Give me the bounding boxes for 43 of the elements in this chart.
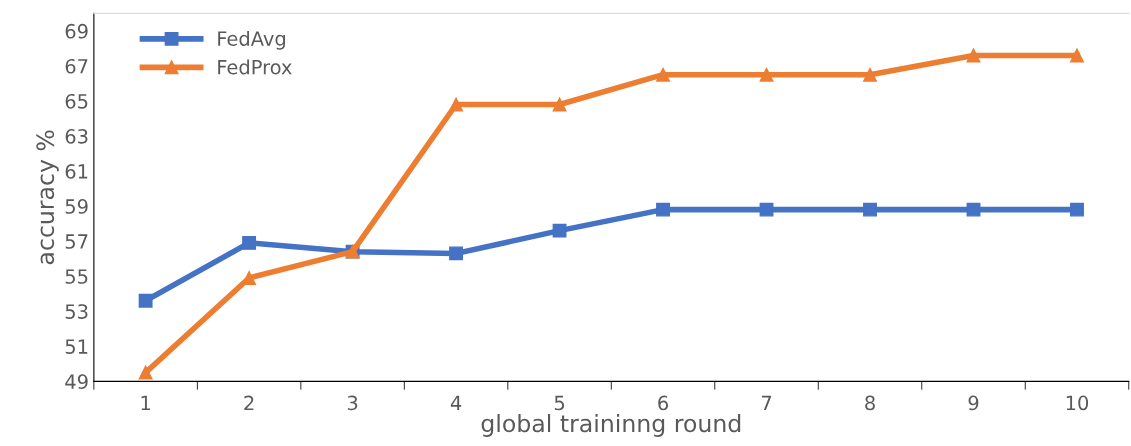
y-axis-title: accuracy % (36, 130, 59, 265)
point (449, 246, 464, 261)
x-axis-title: global traininng round (481, 414, 741, 437)
x-tick-label: 1 (141, 395, 151, 410)
x-tick-label: 4 (450, 395, 462, 410)
point (759, 67, 774, 82)
y-tick-label: 49 (65, 374, 88, 389)
y-tick-label: 53 (65, 304, 88, 319)
x-tick-label: 5 (554, 395, 565, 411)
point (863, 202, 877, 217)
x-tick-label: 6 (658, 395, 669, 411)
x-tick-label: 3 (347, 395, 358, 411)
point (138, 293, 153, 308)
point (242, 271, 257, 285)
point (759, 202, 774, 217)
y-tick-label: 63 (65, 128, 88, 144)
point (449, 97, 464, 112)
x-tick-label: 9 (968, 395, 979, 411)
x-tick-label: 2 (244, 395, 254, 410)
point (1070, 202, 1084, 217)
legend-label: FedAvg (218, 30, 285, 50)
y-tick-label: 59 (65, 199, 88, 214)
y-tick-label: 65 (65, 93, 88, 109)
point (863, 67, 877, 82)
y-tick-label: 61 (65, 164, 88, 179)
y-tick-label: 69 (65, 23, 88, 39)
legend-label: FedProx (218, 59, 292, 75)
point (138, 365, 153, 380)
y-tick-label: 51 (65, 339, 88, 354)
y-tick-label: 57 (65, 234, 88, 249)
point (1070, 48, 1084, 63)
y-tick-label: 67 (65, 58, 88, 74)
point (242, 235, 257, 250)
point (552, 223, 567, 238)
x-tick-label: 7 (761, 395, 772, 410)
point (552, 97, 567, 112)
point (966, 202, 981, 217)
point (656, 202, 670, 217)
x-tick-label: 10 (1066, 395, 1089, 411)
point (966, 48, 981, 63)
x-tick-label: 8 (865, 395, 875, 411)
point (656, 67, 670, 82)
y-tick-label: 55 (65, 269, 88, 284)
